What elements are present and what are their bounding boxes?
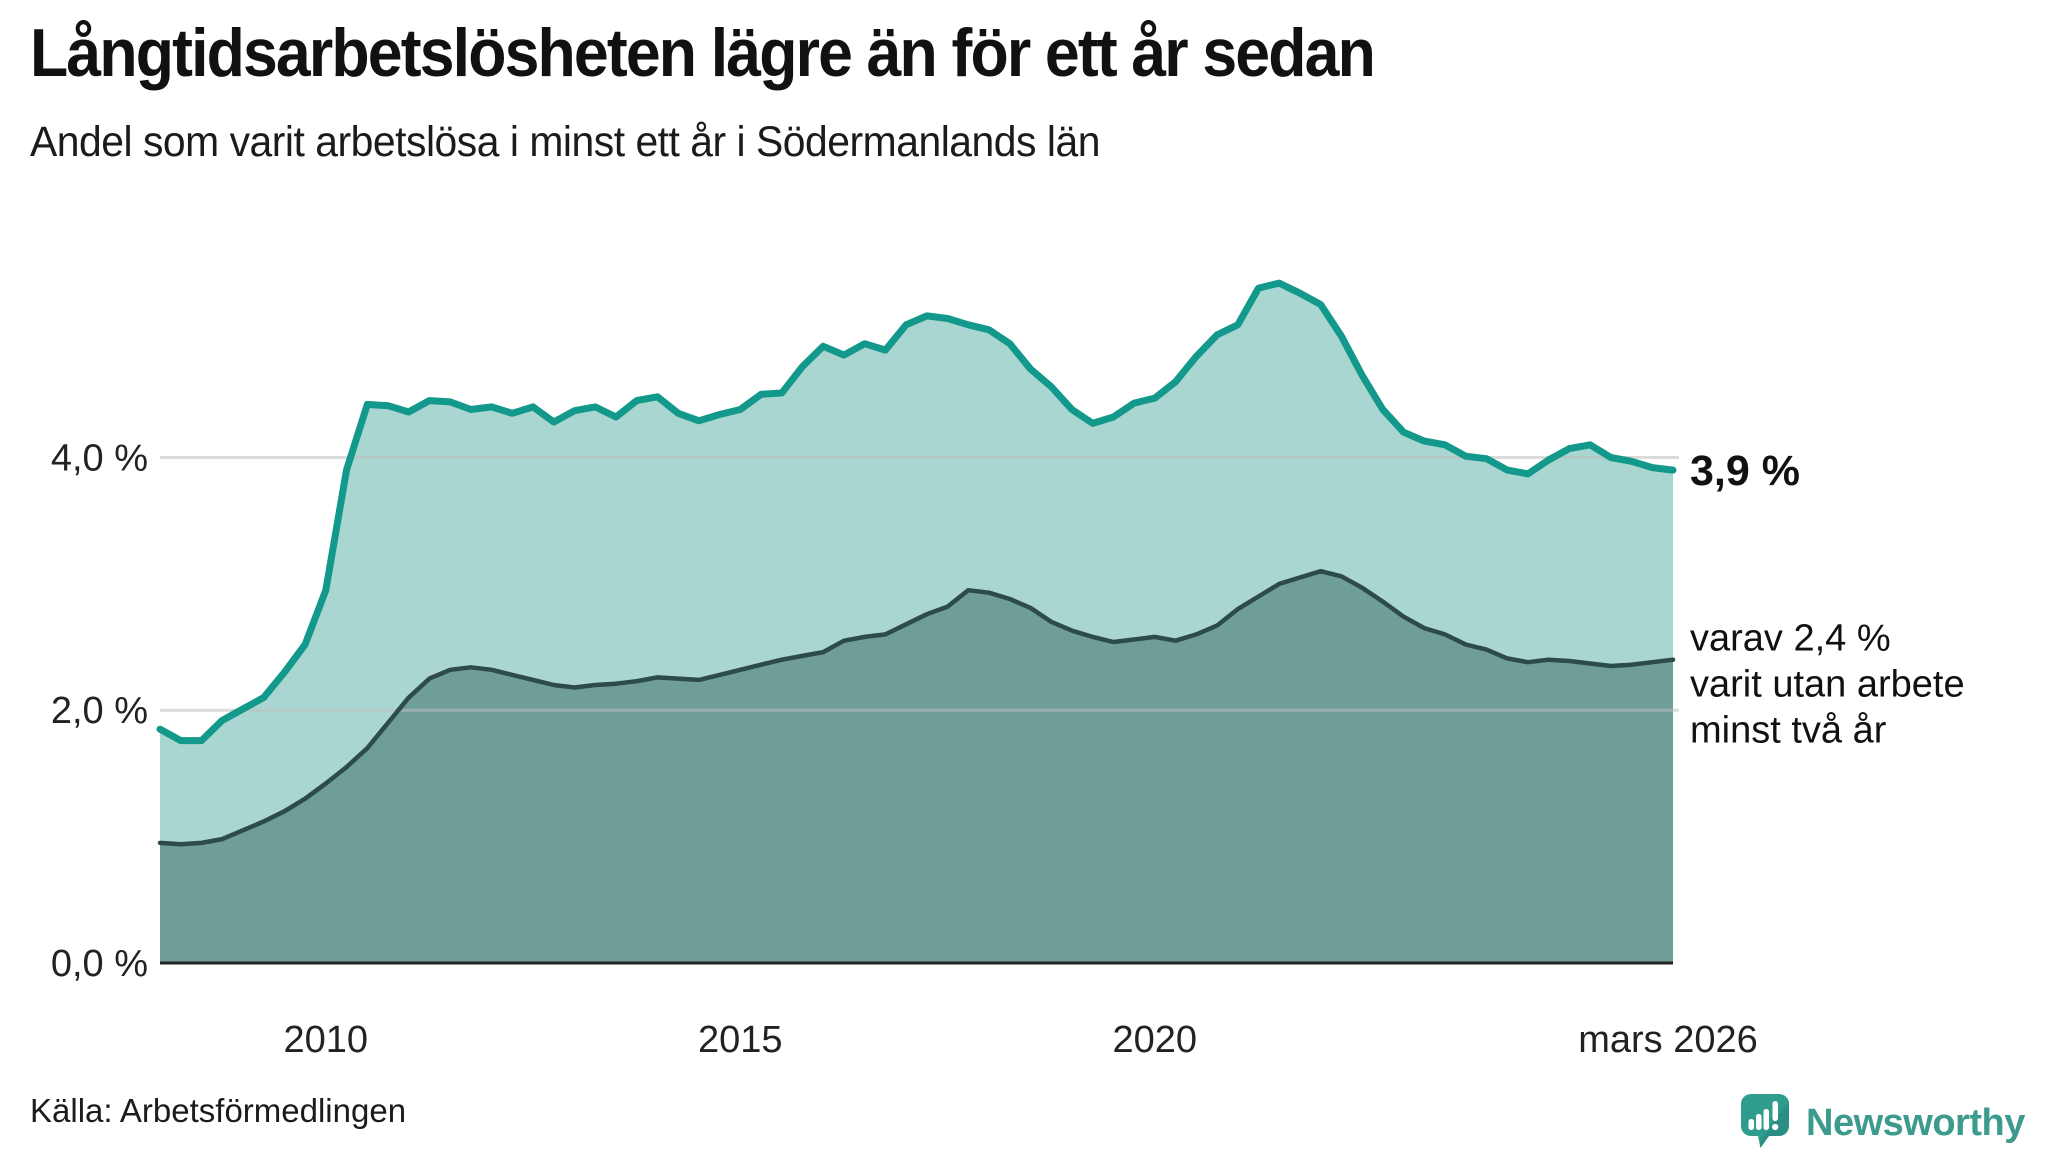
bar-1 — [1748, 1119, 1754, 1130]
x-tick-label-mars-2026: mars 2026 — [1578, 1019, 1758, 1061]
gridlines — [160, 456, 1679, 712]
y-axis-labels: 0,0 % 2,0 % 4,0 % — [51, 438, 148, 986]
x-tick-label-2015: 2015 — [698, 1019, 783, 1061]
series-lines — [156, 279, 1677, 847]
page-title: Långtidsarbetslösheten lägre än för ett … — [30, 15, 1376, 91]
area-fill-two-years — [160, 571, 1673, 963]
speech-bubble-shade — [1759, 1100, 1789, 1148]
exclamation-dot — [1772, 1123, 1779, 1131]
y-tick-label-2: 2,0 % — [51, 690, 148, 732]
bar-3 — [1763, 1109, 1769, 1130]
newsworthy-logo-icon — [1741, 1094, 1789, 1148]
latest-value-label: 3,9 % — [1690, 447, 1800, 495]
y-tick-label-4: 4,0 % — [51, 438, 148, 480]
newsworthy-logo-text: Newsworthy — [1806, 1102, 2025, 1144]
x-tick-label-2020: 2020 — [1113, 1019, 1198, 1061]
line-two-years — [157, 568, 1676, 847]
page-subtitle: Andel som varit arbetslösa i minst ett å… — [30, 118, 1100, 166]
secondary-annotation-line-3: minst två år — [1690, 710, 1887, 752]
exclamation-bar — [1772, 1101, 1778, 1121]
y-tick-label-0: 0,0 % — [51, 943, 148, 985]
area-fills — [160, 283, 1673, 964]
secondary-annotation-line-1: varav 2,4 % — [1690, 618, 1891, 660]
x-axis-labels: 2010 2015 2020 mars 2026 — [284, 1019, 1758, 1061]
line-one-year — [156, 279, 1677, 745]
bar-2 — [1756, 1114, 1762, 1130]
x-tick-label-2010: 2010 — [284, 1019, 369, 1061]
branding-block: Newsworthy — [1740, 1094, 2025, 1150]
source-note: Källa: Arbetsförmedlingen — [30, 1092, 407, 1129]
secondary-annotation-line-2: varit utan arbete — [1690, 664, 1965, 706]
